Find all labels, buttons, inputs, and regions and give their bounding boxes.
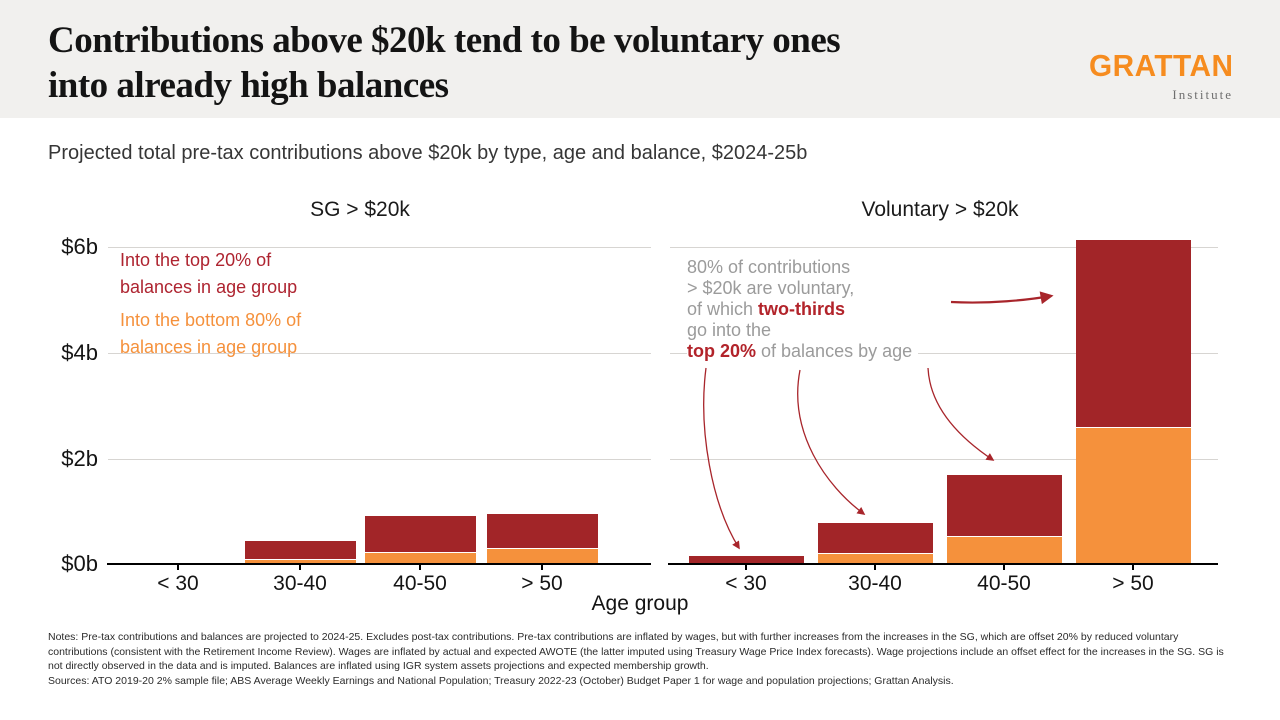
x-axis-label: 40-50 xyxy=(977,572,1031,595)
x-axis-tick xyxy=(177,564,179,570)
x-axis-label: > 50 xyxy=(1112,572,1154,595)
gridline-6b-right xyxy=(670,247,1218,248)
annotation-segment-gray: of which xyxy=(687,299,759,319)
bar-segment-top20 xyxy=(817,523,933,553)
y-tick-6b: $6b xyxy=(61,234,98,259)
arrow-to-over50-bar xyxy=(950,291,1054,305)
annotation-segment-gray: > $20k are voluntary, xyxy=(687,278,855,298)
x-axis-tick xyxy=(419,564,421,570)
x-axis-right xyxy=(668,563,1218,565)
bar-segment-top20 xyxy=(1075,240,1191,427)
legend-bottom80-line1: Into the bottom 80% of xyxy=(120,310,302,330)
panel-title-voluntary: Voluntary > $20k xyxy=(861,198,1019,221)
chart-subtitle: Projected total pre-tax contributions ab… xyxy=(48,142,808,164)
x-axis-tick xyxy=(541,564,543,570)
y-tick-2b: $2b xyxy=(61,446,98,471)
bar-segment-bottom80 xyxy=(486,549,598,563)
annotation-line: > $20k are voluntary, xyxy=(687,278,912,299)
legend-top20-line1: Into the top 20% of xyxy=(120,250,272,270)
x-axis-label: 40-50 xyxy=(393,572,447,595)
x-axis-label: > 50 xyxy=(521,572,563,595)
bar-segment-top20 xyxy=(364,516,476,552)
bar-segment-top20 xyxy=(688,556,804,563)
x-axis-label: 30-40 xyxy=(273,572,327,595)
header-band: Contributions above $20k tend to be volu… xyxy=(0,0,1280,118)
legend: Into the top 20% of balances in age grou… xyxy=(120,247,301,361)
annotation-segment-red: two-thirds xyxy=(758,299,846,319)
annotation-segment-gray: go into the xyxy=(687,320,772,340)
grattan-logo: GRATTAN Institute xyxy=(1083,48,1233,103)
annotation-text: 80% of contributions > $20k are voluntary… xyxy=(687,257,919,362)
x-axis-label: 30-40 xyxy=(848,572,902,595)
x-axis-tick xyxy=(1132,564,1134,570)
arrow-to-30-40-bar xyxy=(797,369,866,515)
grattan-institute-label: Institute xyxy=(1172,87,1233,102)
bar-segment-top20 xyxy=(244,541,356,559)
bar-segment-bottom80 xyxy=(244,560,356,563)
x-axis-label: < 30 xyxy=(725,572,767,595)
gridline-4b-left xyxy=(108,353,651,354)
grattan-wordmark: GRATTAN xyxy=(1088,48,1233,83)
bar-segment-top20 xyxy=(486,514,598,548)
page-title: Contributions above $20k tend to be volu… xyxy=(48,18,841,108)
notes-block: Notes: Pre-tax contributions and balance… xyxy=(48,630,1236,688)
y-tick-4b: $4b xyxy=(61,340,98,365)
annotation-line: of which two-thirds xyxy=(687,299,912,320)
bar-segment-bottom80 xyxy=(1075,428,1191,563)
notes-text: Notes: Pre-tax contributions and balance… xyxy=(48,631,1224,672)
bar-segment-bottom80 xyxy=(364,553,476,563)
x-axis-label: < 30 xyxy=(157,572,199,595)
gridline-4b-right xyxy=(670,353,1218,354)
annotation-line: 80% of contributions xyxy=(687,257,912,278)
annotation-segment-gray: 80% of contributions xyxy=(687,257,851,277)
bar-segment-bottom80 xyxy=(817,554,933,563)
legend-top20-line2: balances in age group xyxy=(120,277,298,297)
annotation-segment-red: top 20% xyxy=(687,341,757,361)
bar-segment-bottom80 xyxy=(946,537,1062,563)
x-axis-title: Age group xyxy=(591,592,689,615)
sources-text: Sources: ATO 2019-20 2% sample file; ABS… xyxy=(48,674,954,687)
x-axis-left xyxy=(107,563,651,565)
legend-bottom80-line2: balances in age group xyxy=(120,337,298,357)
title-line-1: Contributions above $20k tend to be volu… xyxy=(48,20,841,61)
arrow-to-40-50-bar xyxy=(927,367,995,461)
x-axis-tick xyxy=(745,564,747,570)
annotation-line: top 20% of balances by age xyxy=(687,341,912,362)
x-axis-tick xyxy=(874,564,876,570)
x-axis-tick xyxy=(1003,564,1005,570)
gridline-2b-left xyxy=(108,459,651,460)
x-axis-tick xyxy=(299,564,301,570)
annotation-segment-gray: of balances by age xyxy=(756,341,913,361)
gridline-6b-left xyxy=(108,247,651,248)
annotation-line: go into the xyxy=(687,320,912,341)
title-line-2: into already high balances xyxy=(48,65,449,106)
arrow-to-under30-bar xyxy=(703,367,740,550)
panel-title-sg: SG > $20k xyxy=(310,198,410,221)
y-tick-0b: $0b xyxy=(61,551,98,576)
bar-segment-top20 xyxy=(946,475,1062,536)
